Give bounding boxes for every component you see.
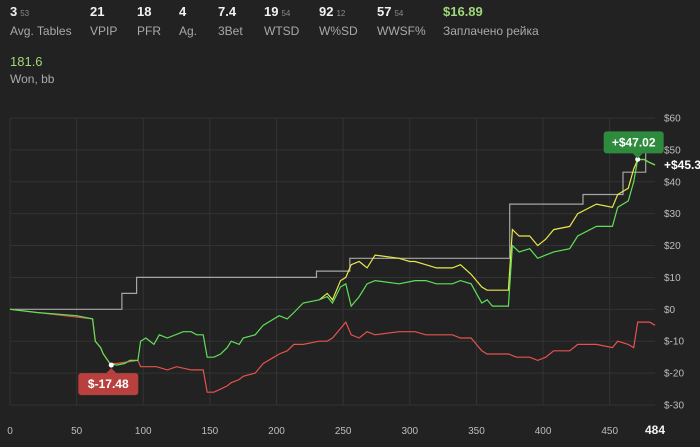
x-tick-label: 0: [7, 426, 13, 437]
stat-label: WWSF%: [377, 24, 426, 38]
max-label-pointer: [632, 153, 643, 159]
stat-wtsd: 19 54 WTSD: [264, 4, 299, 39]
series-line-rake: [10, 149, 655, 310]
stat-ag: 4 Ag.: [179, 4, 197, 39]
y-tick-label: $-10: [664, 337, 684, 348]
x-tick-label: 200: [268, 426, 285, 437]
x-tick-label: 150: [202, 426, 219, 437]
min-label-pointer: [106, 368, 117, 374]
stat-value: 18: [137, 4, 152, 19]
stat-label: W%SD: [319, 24, 358, 38]
y-tick-label: $-30: [664, 401, 684, 412]
stat-label: Ag.: [179, 24, 198, 38]
stat-label: Заплачено рейка: [443, 24, 539, 38]
stat-3bet: 7.4 3Bet: [218, 4, 243, 39]
end-value-label: +$45.3: [664, 158, 700, 172]
stat-wsd: 92 12 W%SD: [319, 4, 358, 39]
stat-value: 7.4: [218, 4, 237, 19]
y-tick-label: $30: [664, 209, 681, 220]
max-point-marker: [635, 156, 641, 162]
stat-pfr: 18 PFR: [137, 4, 161, 39]
stat-sub: 54: [394, 9, 404, 18]
won-label: Won, bb: [10, 72, 55, 86]
min-point-marker: [108, 362, 114, 368]
stat-label: VPIP: [90, 24, 118, 38]
y-tick-label: $0: [664, 305, 676, 316]
stat-sub: 54: [281, 9, 291, 18]
stat-label: WTSD: [264, 24, 300, 38]
x-tick-label: 250: [335, 426, 352, 437]
series-line-allin-ev: [318, 158, 656, 301]
series-line-winnings: [9, 158, 656, 366]
y-tick-label: $-20: [664, 369, 684, 380]
stat-avg-tables: 3 53 Avg. Tables: [10, 4, 72, 39]
stat-value: 57: [377, 4, 392, 19]
stat-value: 3: [10, 4, 18, 19]
max-label: +$47.02: [612, 135, 656, 149]
won-bb-stat: 181.6 Won, bb: [10, 54, 54, 87]
x-last-tick-label: 484: [645, 423, 665, 437]
stat-value: $16.89: [443, 4, 483, 19]
stat-wwsf: 57 54 WWSF%: [377, 4, 426, 39]
y-tick-label: $40: [664, 177, 681, 188]
stat-label: Avg. Tables: [10, 24, 72, 38]
x-tick-label: 300: [401, 426, 418, 437]
y-tick-label: $60: [664, 114, 681, 125]
min-label-box: [78, 373, 139, 396]
stat-value: 4: [179, 4, 187, 19]
stat-label: PFR: [137, 24, 161, 38]
stat-sub: 53: [20, 9, 30, 18]
x-tick-label: 100: [135, 426, 152, 437]
profit-chart: $60 $50 $40 $30 $20 $10 $0 $-10 $-20 $-30 0 50 100 15…: [7, 114, 700, 438]
x-tick-label: 400: [535, 426, 552, 437]
x-tick-label: 450: [601, 426, 618, 437]
stat-vpip: 21 VPIP: [90, 4, 117, 39]
stats-bar: 3 53 Avg. Tables 21 VPIP 18 PFR 4 Ag. 7.4…: [10, 4, 700, 38]
y-tick-label: $50: [664, 145, 681, 156]
stat-sub: 12: [336, 9, 346, 18]
stat-value: 19: [264, 4, 279, 19]
y-tick-label: $20: [664, 241, 681, 252]
won-value: 181.6: [10, 54, 43, 69]
x-tick-label: 50: [71, 426, 83, 437]
stat-rake: $16.89 Заплачено рейка: [443, 4, 539, 39]
max-label-box: [603, 131, 664, 154]
min-label: $-17.48: [88, 377, 129, 391]
stat-label: 3Bet: [218, 24, 243, 38]
y-tick-label: $10: [664, 273, 681, 284]
stat-value: 92: [319, 4, 334, 19]
series-line-non-showdown: [9, 308, 656, 393]
x-tick-label: 350: [468, 426, 485, 437]
stat-value: 21: [90, 4, 105, 19]
